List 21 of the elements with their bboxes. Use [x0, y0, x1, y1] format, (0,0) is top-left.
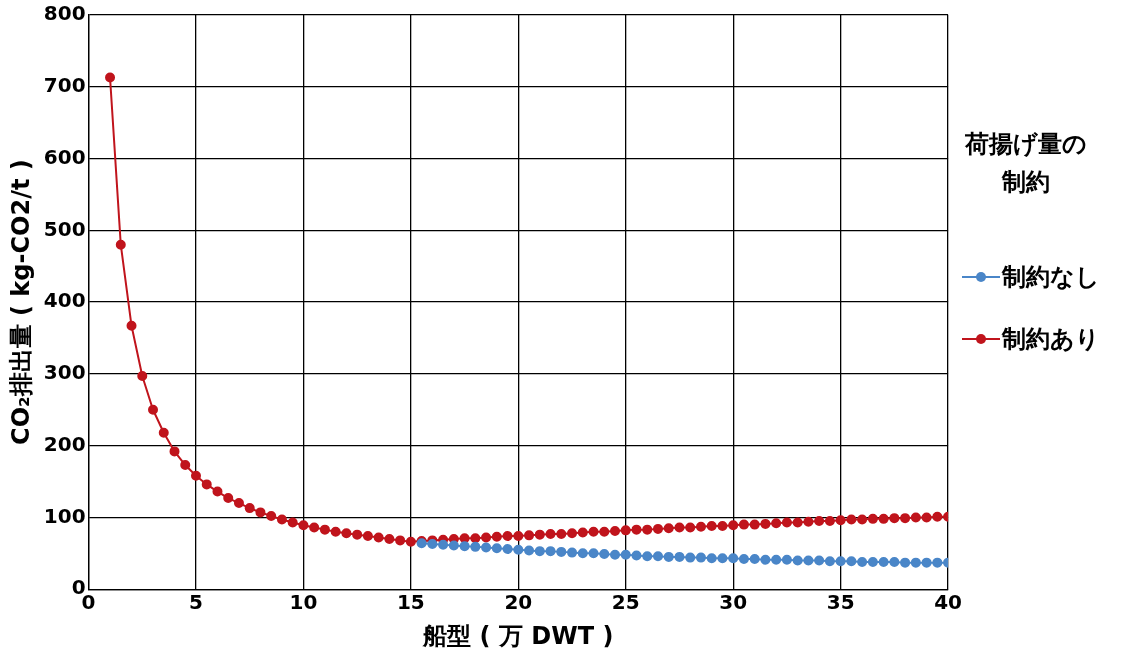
x-axis-title: 船型 ( 万 DWT )	[422, 621, 614, 650]
y-tick-label: 100	[43, 503, 86, 528]
y-tick-label: 400	[43, 288, 86, 313]
y-tick-label: 800	[43, 1, 86, 26]
x-tick-label: 30	[719, 590, 748, 615]
legend-label: 制約なし	[1002, 262, 1100, 293]
legend-title: 荷揚げ量の制約	[964, 129, 1088, 198]
x-tick-label: 40	[934, 590, 963, 615]
y-tick-label: 600	[43, 144, 86, 169]
y-tick-label: 200	[43, 431, 86, 456]
x-tick-label: 10	[289, 590, 318, 615]
x-tick-label: 5	[189, 590, 203, 615]
y-axis-title: CO₂排出量 ( kg-CO2/t )	[6, 159, 35, 445]
x-tick-label: 25	[611, 590, 640, 615]
x-tick-label: 20	[504, 590, 533, 615]
x-tick-label: 15	[396, 590, 425, 615]
y-tick-label: 300	[43, 360, 86, 385]
legend-label: 制約あり	[1002, 324, 1100, 355]
x-tick-label: 35	[826, 590, 855, 615]
y-tick-label: 700	[43, 72, 86, 97]
y-tick-label: 500	[43, 216, 86, 241]
